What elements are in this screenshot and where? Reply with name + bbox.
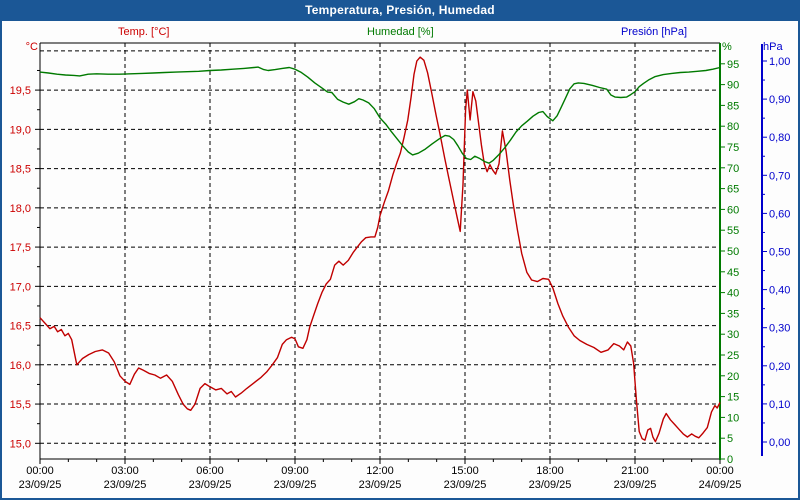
svg-text:60: 60 <box>727 204 739 216</box>
svg-text:18,0: 18,0 <box>10 203 31 215</box>
axis-pressure: 1,00 0,90 0,80 0,70 0,60 0,50 0,40 0,30 0,20 0,10… <box>761 44 790 456</box>
svg-text:0,10: 0,10 <box>769 399 790 411</box>
svg-text:24/09/25: 24/09/25 <box>699 479 742 491</box>
svg-text:0: 0 <box>727 454 733 466</box>
svg-text:75: 75 <box>727 142 739 154</box>
svg-text:09:00: 09:00 <box>281 465 309 477</box>
svg-text:23/09/25: 23/09/25 <box>104 479 147 491</box>
legend-temperature: Temp. [°C] <box>118 26 170 38</box>
series-line-temp <box>39 56 721 443</box>
svg-text:00:00: 00:00 <box>26 465 54 477</box>
svg-text:18,5: 18,5 <box>10 164 31 176</box>
svg-text:0,60: 0,60 <box>769 208 790 220</box>
svg-text:17,0: 17,0 <box>10 281 31 293</box>
svg-text:23/09/25: 23/09/25 <box>359 479 402 491</box>
svg-text:23/09/25: 23/09/25 <box>614 479 657 491</box>
svg-text:40: 40 <box>727 288 739 300</box>
svg-text:80: 80 <box>727 121 739 133</box>
svg-text:90: 90 <box>727 80 739 92</box>
svg-text:0,40: 0,40 <box>769 285 790 297</box>
svg-text:16,0: 16,0 <box>10 360 31 372</box>
svg-text:23/09/25: 23/09/25 <box>529 479 572 491</box>
gridlines <box>40 43 720 459</box>
temp-axis-unit: °C <box>25 41 38 53</box>
svg-text:0,30: 0,30 <box>769 323 790 335</box>
svg-text:25: 25 <box>727 350 739 362</box>
series-line-humidity <box>39 66 721 164</box>
svg-text:03:00: 03:00 <box>111 465 139 477</box>
svg-text:16,5: 16,5 <box>10 321 31 333</box>
title-bar: Temperatura, Presión, Humedad <box>0 0 800 21</box>
svg-text:17,5: 17,5 <box>10 242 31 254</box>
svg-text:00:00: 00:00 <box>706 465 734 477</box>
svg-text:50: 50 <box>727 246 739 258</box>
window-title: Temperatura, Presión, Humedad <box>305 3 495 17</box>
svg-text:19,5: 19,5 <box>10 85 31 97</box>
svg-text:70: 70 <box>727 163 739 175</box>
svg-text:0,00: 0,00 <box>769 437 790 449</box>
svg-text:12:00: 12:00 <box>366 465 394 477</box>
svg-text:19,0: 19,0 <box>10 124 31 136</box>
svg-text:85: 85 <box>727 100 739 112</box>
legend-pressure: Presión [hPa] <box>621 26 688 38</box>
svg-text:55: 55 <box>727 225 739 237</box>
svg-text:0,80: 0,80 <box>769 132 790 144</box>
svg-text:20: 20 <box>727 371 739 383</box>
svg-text:95: 95 <box>727 59 739 71</box>
svg-text:5: 5 <box>727 433 733 445</box>
pressure-axis-unit: hPa <box>763 41 783 53</box>
svg-text:23/09/25: 23/09/25 <box>189 479 232 491</box>
svg-text:0,20: 0,20 <box>769 361 790 373</box>
svg-text:23/09/25: 23/09/25 <box>274 479 317 491</box>
humidity-axis-unit: % <box>722 41 732 53</box>
svg-text:0,70: 0,70 <box>769 170 790 182</box>
svg-text:06:00: 06:00 <box>196 465 224 477</box>
svg-text:15,0: 15,0 <box>10 438 31 450</box>
svg-text:0,50: 0,50 <box>769 247 790 259</box>
svg-text:65: 65 <box>727 184 739 196</box>
svg-text:45: 45 <box>727 267 739 279</box>
axis-temp: 19,5 19,0 18,5 18,0 17,5 17,0 16,5 16,0 15,5 15,0 <box>10 69 40 450</box>
svg-text:23/09/25: 23/09/25 <box>19 479 62 491</box>
svg-text:0,90: 0,90 <box>769 94 790 106</box>
axis-time: 00:00 23/09/25 03:00 23/09/25 06:00 23/09/25 0… <box>19 459 742 491</box>
legend-humidity: Humedad [%] <box>367 26 434 38</box>
svg-text:1,00: 1,00 <box>769 56 790 68</box>
svg-text:18:00: 18:00 <box>536 465 564 477</box>
svg-text:15:00: 15:00 <box>451 465 479 477</box>
svg-text:30: 30 <box>727 329 739 341</box>
svg-text:35: 35 <box>727 308 739 320</box>
svg-text:21:00: 21:00 <box>621 465 649 477</box>
svg-text:10: 10 <box>727 412 739 424</box>
svg-text:23/09/25: 23/09/25 <box>444 479 487 491</box>
svg-text:15,5: 15,5 <box>10 399 31 411</box>
svg-text:15: 15 <box>727 392 739 404</box>
